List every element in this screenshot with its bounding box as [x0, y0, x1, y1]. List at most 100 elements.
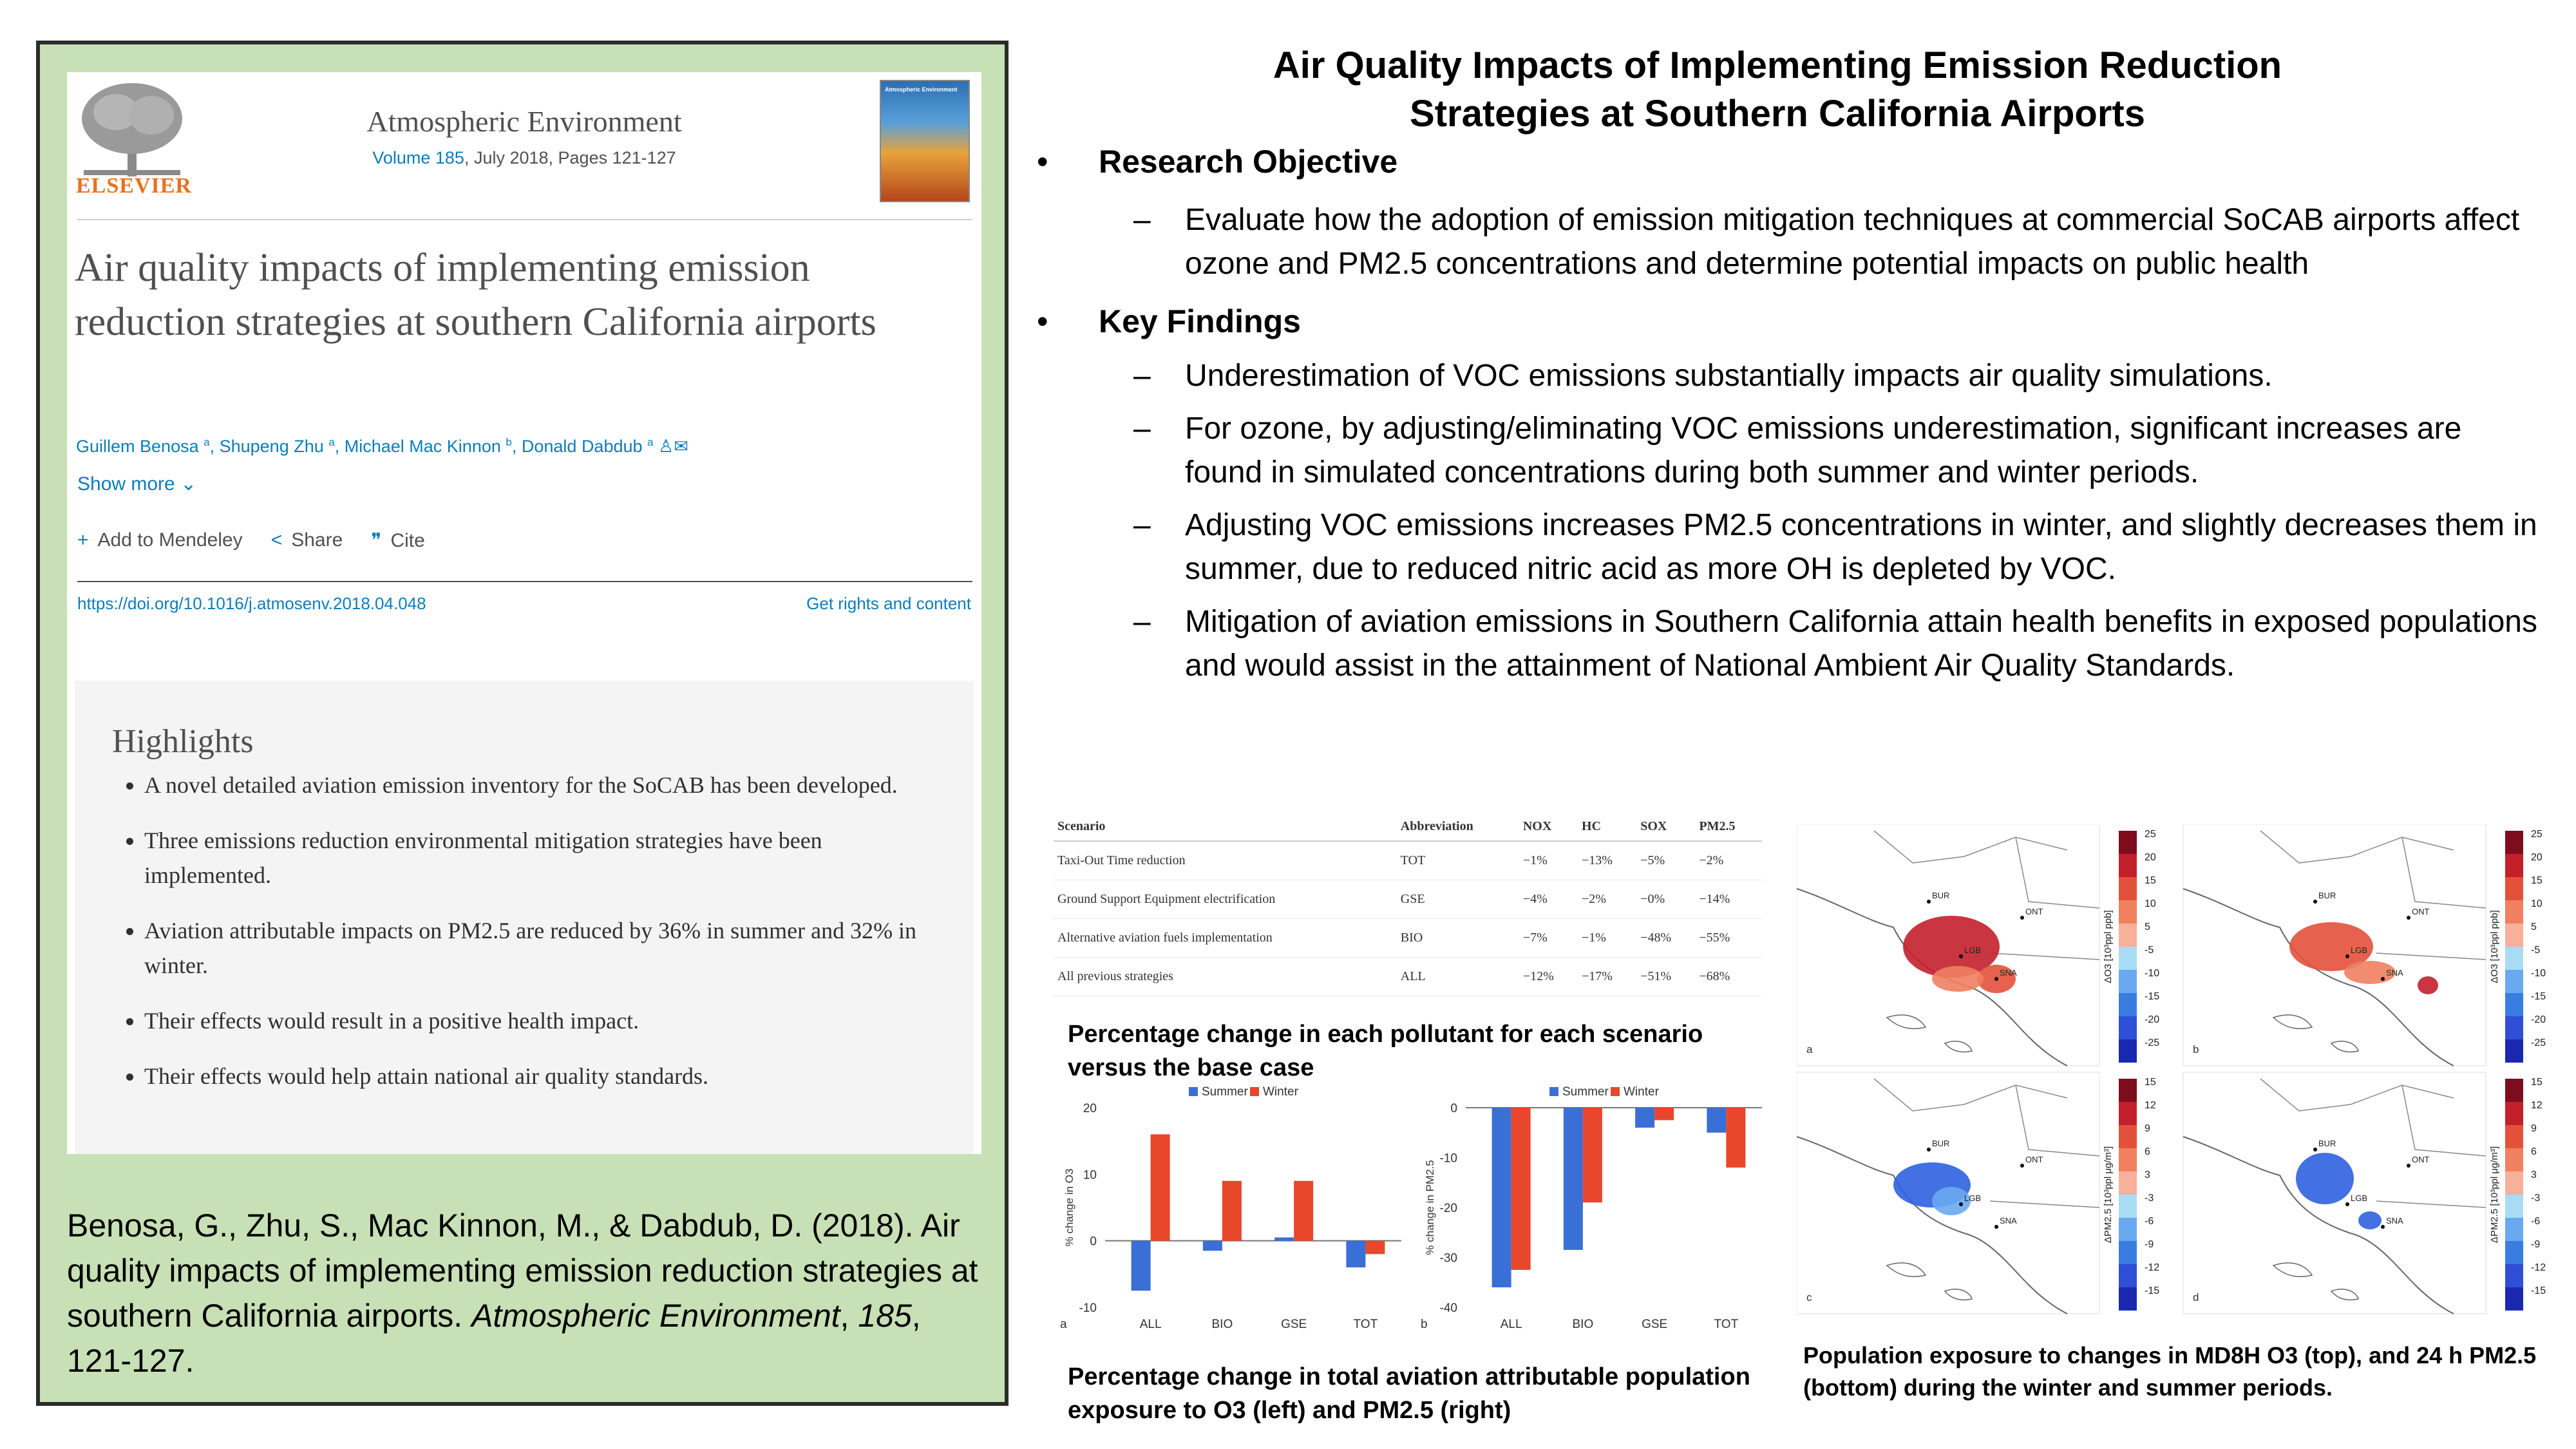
colorbar-segment [2119, 993, 2137, 1016]
panel-label: b [2193, 1043, 2199, 1056]
county-border [2260, 830, 2486, 960]
airport-marker [2020, 1164, 2024, 1168]
x-tick-label: BIO [1573, 1318, 1594, 1331]
island [2272, 1262, 2359, 1301]
county-border [1873, 830, 2100, 960]
panel-label: d [2193, 1291, 2199, 1303]
rights-link[interactable]: Get rights and content [806, 594, 971, 613]
y-axis-label: % change in PM2.5 [1424, 1160, 1436, 1255]
chevron-down-icon: ⌄ [180, 473, 197, 495]
add-to-mendeley-button[interactable]: + Add to Mendeley [77, 529, 243, 551]
airport-label: LGB [2351, 1193, 2367, 1203]
colorbar-tick: 3 [2145, 1170, 2150, 1180]
volume-link[interactable]: Volume 185 [372, 148, 464, 167]
table-caption: Percentage change in each pollutant for … [1068, 1021, 1703, 1081]
colorbar-segment [2119, 854, 2137, 877]
journal-name[interactable]: Atmospheric Environment [366, 105, 682, 138]
colorbar-segment [2119, 1287, 2137, 1311]
bar [1131, 1240, 1151, 1291]
airport-label: LGB [2351, 945, 2367, 955]
exposure-area [1932, 1187, 1971, 1215]
colorbar-segment [2505, 1016, 2523, 1039]
airport-marker [1994, 1225, 1998, 1229]
volume-line: Volume 185, July 2018, Pages 121-127 [67, 148, 981, 168]
colorbar-tick: -15 [2145, 1285, 2159, 1296]
panel-label: a [1060, 1318, 1067, 1331]
exposure-area [2289, 922, 2373, 971]
airport-marker [1927, 900, 1931, 904]
airport-label: ONT [2412, 1155, 2430, 1164]
x-tick-label: TOT [1354, 1318, 1378, 1331]
col-header: HC [1578, 813, 1637, 842]
author-link[interactable]: Donald Dabdub a [521, 436, 654, 456]
airport-label: SNA [2000, 1216, 2017, 1226]
bar-charts-caption: Percentage change in total aviation attr… [1068, 1363, 1750, 1424]
panel-label: c [1806, 1291, 1812, 1303]
col-header: Scenario [1054, 813, 1397, 842]
legend-label: Winter [1263, 1085, 1299, 1099]
county-border [2260, 1078, 2486, 1208]
airport-label: ONT [2025, 907, 2043, 916]
colorbar-tick: 5 [2145, 922, 2150, 933]
legend-label: Summer [1202, 1085, 1248, 1099]
colorbar-tick: -9 [2145, 1239, 2154, 1250]
person-icon[interactable]: ♙ [658, 437, 674, 456]
share-button[interactable]: < Share [270, 529, 343, 551]
colorbar-segment [2505, 900, 2523, 923]
airport-marker [2381, 1225, 2385, 1229]
x-tick-label: GSE [1642, 1318, 1667, 1331]
show-more-button[interactable]: Show more ⌄ [77, 473, 197, 495]
maps-caption: Population exposure to changes in MD8H O… [1803, 1342, 2537, 1401]
colorbar-tick: -5 [2531, 945, 2540, 956]
airport-marker [1927, 1148, 1931, 1151]
author-link[interactable]: Shupeng Zhu a [219, 436, 335, 456]
colorbar-segment [2505, 1195, 2523, 1218]
doi-link[interactable]: https://doi.org/10.1016/j.atmosenv.2018.… [77, 594, 426, 613]
citation-volume: 185 [858, 1298, 912, 1334]
airport-label: SNA [2000, 968, 2017, 978]
colorbar-segment [2119, 947, 2137, 970]
bar [1511, 1108, 1531, 1270]
exposure-area [2296, 1153, 2354, 1204]
exposure-area [2358, 1211, 2382, 1229]
colorbar-segment [2119, 923, 2137, 947]
citation: Benosa, G., Zhu, S., Mac Kinnon, M., & D… [67, 1208, 978, 1379]
divider [77, 219, 972, 220]
colorbar-segment [2505, 854, 2523, 877]
colorbar-tick: -15 [2531, 991, 2546, 1002]
article-card: ELSEVIER Atmospheric Environment Volume … [67, 72, 981, 1154]
colorbar-segment [2505, 970, 2523, 993]
journal-cover-thumbnail[interactable]: Atmospheric Environment [880, 80, 970, 202]
x-tick-label: TOT [1714, 1318, 1739, 1331]
colorbar-tick: 9 [2145, 1123, 2150, 1134]
table-row: Taxi-Out Time reduction TOT −1% −13% −5% −2% [1054, 841, 1762, 880]
colorbar-segment [2119, 1264, 2137, 1287]
airport-label: LGB [1964, 945, 1981, 955]
colorbar-segment [2119, 1102, 2137, 1125]
colorbar-tick: 20 [2145, 852, 2156, 863]
cite-button[interactable]: ❞ Cite [371, 530, 425, 551]
bar [1202, 1240, 1222, 1251]
colorbar-segment [2505, 1079, 2523, 1102]
airport-label: LGB [1964, 1193, 1981, 1203]
colorbar-tick: -25 [2145, 1037, 2159, 1048]
y-tick-label: 0 [1090, 1235, 1097, 1249]
table-header-row: Scenario Abbreviation NOX HC SOX PM2.5 [1054, 813, 1762, 842]
bar [1635, 1108, 1655, 1128]
col-header: NOX [1519, 813, 1578, 842]
bullet: • [1037, 144, 1048, 180]
legend-swatch [1611, 1087, 1620, 1096]
y-tick-label: -40 [1440, 1302, 1457, 1315]
airport-marker [2407, 1164, 2410, 1168]
colorbar-segment [2505, 1148, 2523, 1171]
article-title: Air quality impacts of implementing emis… [75, 246, 876, 344]
x-tick-label: GSE [1281, 1318, 1307, 1331]
airport-label: SNA [2386, 968, 2403, 978]
colorbar-tick: -15 [2145, 991, 2159, 1002]
panel-label: b [1421, 1318, 1428, 1331]
author-link[interactable]: Michael Mac Kinnon b [344, 436, 512, 456]
mail-icon[interactable]: ✉ [674, 437, 688, 456]
colorbar-tick: 9 [2531, 1123, 2537, 1134]
author-link[interactable]: Guillem Benosa a [76, 436, 210, 456]
quote-icon: ❞ [371, 530, 382, 551]
